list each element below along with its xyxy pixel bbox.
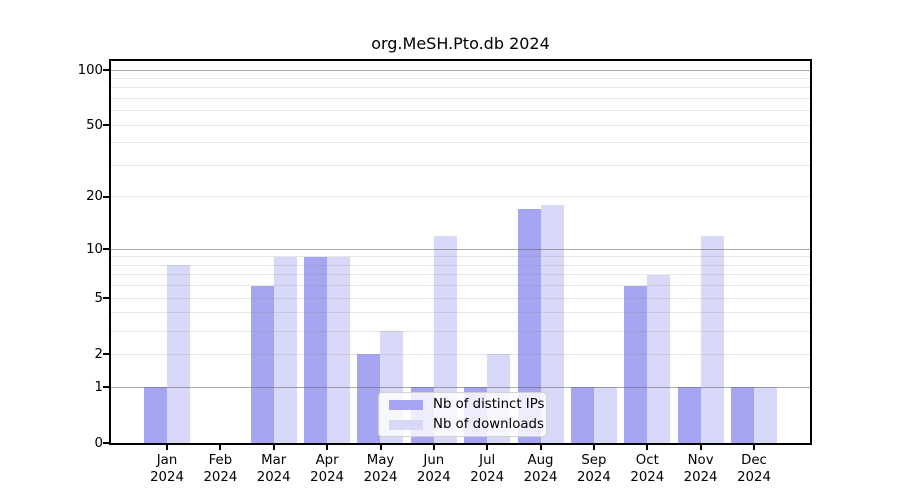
x-tick-year: 2024 [256, 470, 291, 485]
bar-oct-distinct-ips [624, 285, 648, 443]
x-tick-year: 2024 [416, 470, 451, 485]
x-tick-year: 2024 [203, 470, 238, 485]
x-tick-label-sep: Sep 2024 [562, 452, 626, 486]
x-tick-mark-jul [486, 443, 489, 450]
x-tick-year: 2024 [737, 470, 771, 485]
x-tick-month: Apr [315, 453, 339, 468]
x-tick-month: Jan [156, 453, 178, 468]
x-tick-mark-oct [646, 443, 649, 450]
y-tick-mark-20 [103, 195, 111, 198]
x-tick-month: Jun [423, 453, 445, 468]
legend-swatch-downloads [389, 419, 423, 430]
y-tick-label-50: 50 [86, 117, 103, 133]
legend-swatch-distinct-ips [389, 399, 423, 410]
x-tick-month: Mar [261, 453, 287, 468]
x-tick-year: 2024 [576, 470, 611, 485]
x-tick-mark-sep [592, 443, 595, 450]
legend-entry-distinct-ips: Nb of distinct IPs [389, 396, 546, 413]
y-tick-label-1: 1 [94, 379, 103, 395]
x-tick-month: Nov [687, 453, 714, 468]
bar-aug-downloads [540, 205, 564, 443]
x-tick-label-jun: Jun 2024 [402, 452, 466, 486]
legend: Nb of distinct IPs Nb of downloads [378, 392, 547, 437]
bar-aug-distinct-ips [517, 209, 541, 443]
y-tick-mark-1 [103, 386, 111, 388]
x-tick-year: 2024 [363, 470, 398, 485]
x-tick-year: 2024 [310, 470, 345, 485]
x-tick-year: 2024 [150, 470, 184, 485]
x-tick-label-jan: Jan 2024 [135, 452, 199, 486]
chart-title: org.MeSH.Pto.db 2024 [371, 34, 550, 53]
legend-entry-downloads: Nb of downloads [389, 416, 546, 433]
x-tick-month: May [366, 453, 395, 468]
x-tick-label-aug: Aug 2024 [509, 452, 573, 486]
x-tick-month: Sep [581, 453, 607, 468]
x-tick-mark-nov [699, 443, 702, 450]
x-tick-label-oct: Oct 2024 [615, 452, 679, 486]
bar-mar-distinct-ips [250, 285, 274, 443]
y-tick-label-100: 100 [77, 62, 103, 78]
x-tick-month: Feb [208, 453, 233, 468]
x-tick-year: 2024 [470, 470, 505, 485]
x-tick-label-dec: Dec 2024 [722, 452, 786, 486]
x-tick-year: 2024 [523, 470, 558, 485]
x-tick-label-feb: Feb 2024 [188, 452, 252, 486]
legend-label-downloads: Nb of downloads [433, 417, 544, 432]
x-tick-label-may: May 2024 [349, 452, 413, 486]
bar-jun-downloads [433, 235, 457, 443]
x-tick-mark-jan [166, 443, 168, 450]
y-tick-mark-10 [103, 248, 111, 251]
bar-mar-downloads [273, 256, 297, 443]
bars-layer [111, 61, 810, 443]
x-tick-mark-apr [326, 443, 329, 450]
bar-nov-distinct-ips [677, 387, 701, 443]
y-tick-mark-50 [103, 124, 111, 127]
x-tick-month: Aug [527, 453, 554, 468]
x-tick-year: 2024 [630, 470, 665, 485]
bar-jan-distinct-ips [144, 387, 167, 443]
bar-sep-distinct-ips [570, 387, 594, 443]
x-tick-mark-jun [432, 443, 435, 450]
bar-apr-downloads [327, 256, 351, 443]
y-tick-label-2: 2 [94, 346, 103, 362]
y-tick-label-0: 0 [94, 435, 103, 451]
bar-dec-distinct-ips [731, 387, 754, 443]
y-tick-label-20: 20 [86, 189, 103, 205]
bar-jan-downloads [167, 265, 190, 443]
y-tick-mark-5 [103, 297, 111, 300]
x-tick-month: Oct [635, 453, 659, 468]
y-tick-label-10: 10 [86, 241, 103, 257]
x-tick-label-mar: Mar 2024 [242, 452, 306, 486]
x-tick-mark-aug [539, 443, 542, 450]
bar-oct-downloads [647, 274, 671, 443]
y-tick-mark-0 [103, 442, 111, 444]
x-tick-label-jul: Jul 2024 [455, 452, 519, 486]
bar-sep-downloads [593, 387, 617, 443]
x-tick-label-nov: Nov 2024 [669, 452, 733, 486]
bar-nov-downloads [700, 235, 724, 443]
y-tick-mark-2 [103, 353, 111, 356]
y-tick-label-5: 5 [94, 290, 103, 306]
x-tick-month: Jul [479, 453, 496, 468]
legend-label-distinct-ips: Nb of distinct IPs [433, 397, 545, 412]
bar-apr-distinct-ips [304, 256, 328, 443]
plot-area [109, 59, 812, 445]
x-tick-mark-may [379, 443, 382, 450]
bar-may-distinct-ips [357, 354, 381, 443]
y-tick-mark-100 [103, 69, 111, 71]
x-tick-mark-feb [219, 443, 222, 450]
x-tick-month: Dec [741, 453, 767, 468]
x-tick-mark-dec [753, 443, 755, 450]
x-tick-label-apr: Apr 2024 [295, 452, 359, 486]
bar-dec-downloads [754, 387, 777, 443]
x-tick-year: 2024 [683, 470, 718, 485]
x-tick-mark-mar [272, 443, 275, 450]
